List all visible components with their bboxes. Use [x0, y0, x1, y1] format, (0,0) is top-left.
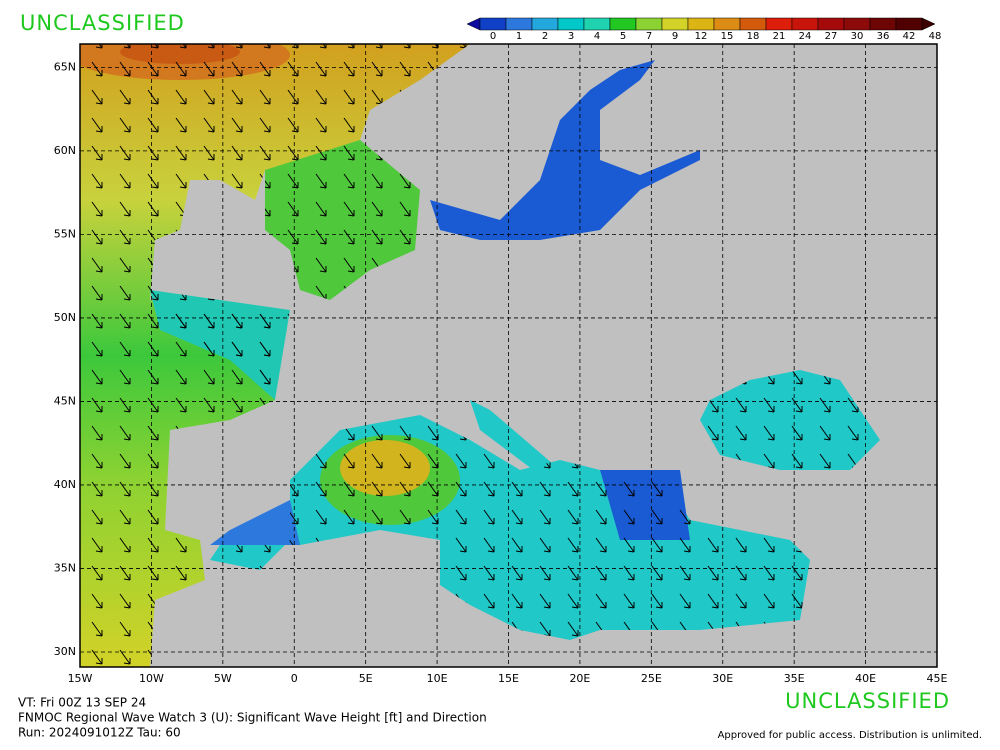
colorbar-label: 42	[903, 31, 916, 42]
colorbar-label: 18	[747, 31, 760, 42]
colorbar-label: 4	[594, 31, 600, 42]
lat-label: 50N	[54, 311, 76, 324]
lat-label: 30N	[54, 645, 76, 658]
colorbar-segment	[661, 17, 689, 31]
lon-label: 15E	[498, 672, 519, 685]
colorbar-label: 5	[620, 31, 626, 42]
lat-label: 45N	[54, 394, 76, 407]
lon-label: 0	[291, 672, 298, 685]
colorbar-segment	[583, 17, 611, 31]
lon-label: 15W	[68, 672, 93, 685]
colorbar-segment	[895, 17, 923, 31]
colorbar-label: 1	[516, 31, 522, 42]
colorbar-label: 3	[568, 31, 574, 42]
lon-label: 30E	[712, 672, 733, 685]
colorbar-segment	[739, 17, 767, 31]
colorbar-label: 2	[542, 31, 548, 42]
lon-label: 20E	[569, 672, 590, 685]
colorbar-label: 36	[877, 31, 890, 42]
lat-label: 60N	[54, 144, 76, 157]
lat-label: 40N	[54, 478, 76, 491]
lon-label: 10E	[427, 672, 448, 685]
lon-label: 40E	[855, 672, 876, 685]
lat-label: 65N	[54, 60, 76, 73]
colorbar-low-end	[466, 17, 481, 31]
lon-label: 45E	[927, 672, 948, 685]
colorbar-label: 24	[799, 31, 812, 42]
colorbar-segment	[817, 17, 845, 31]
colorbar-label: 30	[851, 31, 864, 42]
colorbar-high-end	[921, 17, 936, 31]
colorbar-segment	[505, 17, 533, 31]
colorbar-label: 12	[695, 31, 708, 42]
colorbar-segment	[531, 17, 559, 31]
colorbar: 0 1 2 3 4 5 7 9 12 15 18 21 24 27 30 36 42 48	[466, 17, 942, 42]
sea-field	[80, 44, 880, 667]
colorbar-label: 15	[721, 31, 734, 42]
classification: UNCLASSIFIED	[20, 11, 185, 35]
grid: 15W 10W 5W 0 5E 10E 15E 20E 25E 30E 35E 40E 45E 30N 35…	[54, 44, 948, 685]
colorbar-segment	[843, 17, 871, 31]
colorbar-segment	[869, 17, 897, 31]
colorbar-segment	[713, 17, 741, 31]
colorbar-label: 7	[646, 31, 652, 42]
lon-label: 10W	[139, 672, 164, 685]
colorbar-segment	[791, 17, 819, 31]
colorbar-label: 9	[672, 31, 678, 42]
colorbar-label: 48	[929, 31, 942, 42]
lat-label: 35N	[54, 561, 76, 574]
colorbar-segment	[609, 17, 637, 31]
run-info: Run: 2024091012Z Tau: 60	[18, 726, 181, 740]
lon-label: 5W	[214, 672, 232, 685]
colorbar-label: 0	[490, 31, 496, 42]
colorbar-segment	[635, 17, 663, 31]
classification: UNCLASSIFIED	[785, 689, 950, 713]
lon-label: 25E	[641, 672, 662, 685]
lat-label: 55N	[54, 227, 76, 240]
colorbar-segment	[479, 17, 507, 31]
colorbar-label: 21	[773, 31, 786, 42]
valid-time: VT: Fri 00Z 13 SEP 24	[18, 696, 146, 710]
release: Approved for public access. Distribution…	[718, 730, 982, 741]
colorbar-label: 27	[825, 31, 838, 42]
colorbar-segment	[765, 17, 793, 31]
lon-label: 5E	[359, 672, 373, 685]
colorbar-segment	[557, 17, 585, 31]
lon-label: 35E	[784, 672, 805, 685]
product: FNMOC Regional Wave Watch 3 (U): Signifi…	[18, 711, 487, 725]
colorbar-segment	[687, 17, 715, 31]
map-frame	[79, 43, 938, 668]
